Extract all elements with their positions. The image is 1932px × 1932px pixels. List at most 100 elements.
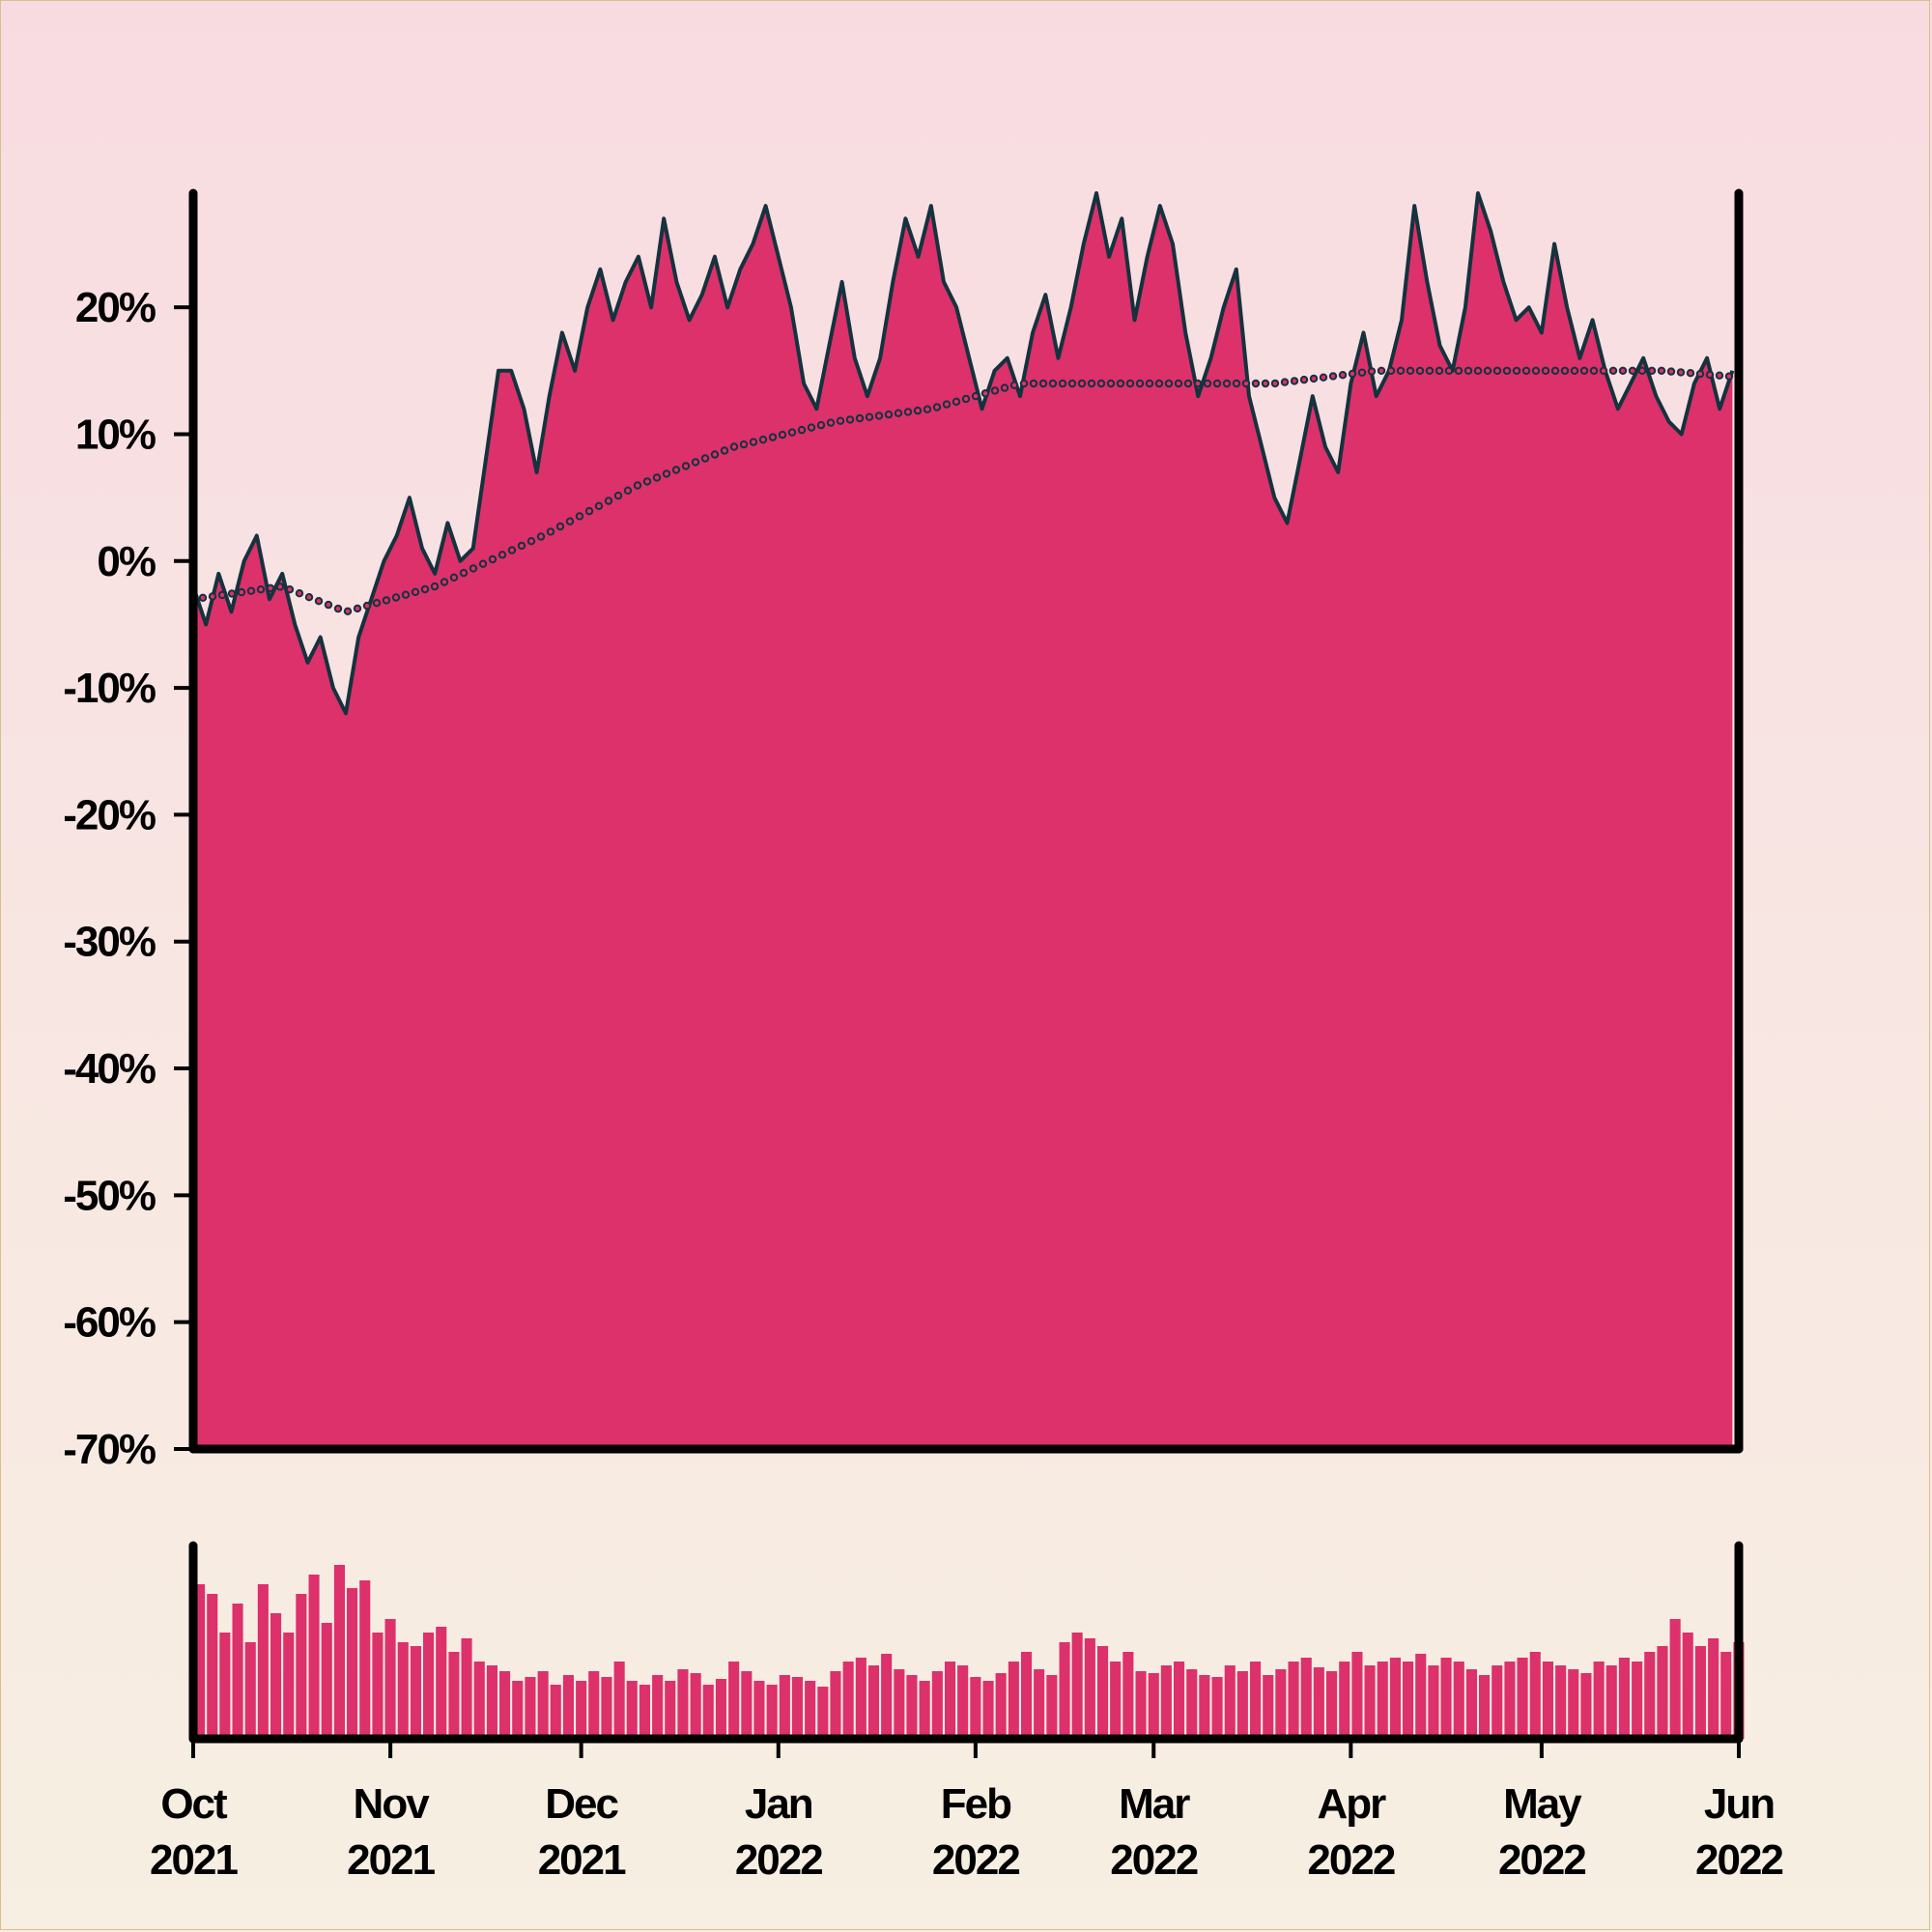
moving-average-dot bbox=[1483, 366, 1492, 375]
moving-average-dot bbox=[797, 425, 807, 435]
moving-average-dot bbox=[382, 596, 391, 605]
volume-bar bbox=[639, 1685, 650, 1739]
volume-bar bbox=[219, 1633, 231, 1739]
x-tick-year: 2021 bbox=[150, 1836, 238, 1884]
volume-bar bbox=[919, 1681, 930, 1739]
volume-bar bbox=[1211, 1677, 1223, 1739]
moving-average-dot bbox=[1290, 377, 1299, 385]
moving-average-dot bbox=[1125, 379, 1135, 388]
moving-average-dot bbox=[459, 568, 469, 578]
moving-average-dot bbox=[1067, 379, 1077, 388]
moving-average-dot bbox=[613, 491, 623, 500]
moving-average-dot bbox=[874, 412, 884, 420]
volume-bar bbox=[410, 1646, 421, 1739]
moving-average-dot bbox=[526, 537, 536, 546]
moving-average-dot bbox=[1261, 379, 1270, 388]
volume-bar bbox=[601, 1677, 612, 1739]
x-tick-year: 2021 bbox=[347, 1836, 435, 1884]
moving-average-dot bbox=[652, 473, 662, 482]
moving-average-dot bbox=[1377, 366, 1386, 375]
moving-average-dot bbox=[807, 423, 816, 432]
moving-average-dot bbox=[295, 589, 304, 598]
volume-bar bbox=[194, 1584, 206, 1739]
x-tick-month: Apr bbox=[1317, 1780, 1386, 1828]
moving-average-dot bbox=[1415, 366, 1425, 375]
moving-average-dot bbox=[980, 389, 990, 398]
moving-average-dot bbox=[1116, 379, 1125, 388]
volume-bar bbox=[1605, 1665, 1617, 1739]
volume-bar bbox=[1326, 1671, 1338, 1739]
moving-average-dot bbox=[1396, 366, 1406, 375]
moving-average-dot bbox=[1164, 379, 1174, 388]
moving-average-dot bbox=[420, 584, 430, 594]
volume-bar bbox=[423, 1633, 435, 1739]
y-tick-label: -40% bbox=[63, 1045, 156, 1093]
volume-bar bbox=[677, 1669, 689, 1739]
moving-average-dot bbox=[1367, 367, 1377, 376]
volume-bar bbox=[1224, 1665, 1236, 1739]
volume-bar bbox=[1529, 1652, 1541, 1739]
volume-bar bbox=[525, 1677, 536, 1739]
moving-average-dot bbox=[729, 442, 739, 451]
moving-average-dot bbox=[826, 418, 836, 427]
volume-bar bbox=[1071, 1633, 1083, 1739]
x-tick-month: Jan bbox=[745, 1780, 812, 1828]
moving-average-dot bbox=[208, 592, 217, 601]
x-tick-year: 2022 bbox=[1695, 1836, 1782, 1884]
moving-average-dot bbox=[942, 400, 952, 409]
moving-average-dot bbox=[1058, 379, 1067, 388]
y-tick-label: -50% bbox=[63, 1172, 156, 1219]
moving-average-dot bbox=[304, 593, 314, 602]
volume-bar bbox=[333, 1565, 345, 1739]
volume-bar bbox=[1021, 1652, 1033, 1739]
moving-average-dot bbox=[1676, 368, 1686, 377]
main-chart-panel: -70% -60% -50% -40% -30% -20% -10% 0% 10% 20% bbox=[63, 188, 1744, 1473]
volume-bar bbox=[1275, 1669, 1287, 1739]
moving-average-dot bbox=[1096, 379, 1106, 388]
moving-average-dot bbox=[1251, 379, 1261, 388]
volume-bar bbox=[384, 1619, 396, 1739]
moving-average-dot bbox=[1348, 369, 1357, 379]
y-tick-label: -60% bbox=[63, 1299, 156, 1347]
x-tick-year: 2022 bbox=[735, 1836, 822, 1884]
moving-average-dot bbox=[1048, 379, 1058, 388]
moving-average-dot bbox=[1328, 372, 1338, 381]
moving-average-dot bbox=[1473, 366, 1483, 375]
x-tick-year: 2022 bbox=[1307, 1836, 1394, 1884]
volume-bar bbox=[1135, 1671, 1147, 1739]
moving-average-dot bbox=[575, 512, 584, 521]
moving-average-dot bbox=[1386, 366, 1396, 375]
moving-average-dot bbox=[990, 386, 1000, 395]
volume-bar bbox=[1580, 1673, 1592, 1739]
volume-bar bbox=[1046, 1675, 1058, 1739]
volume-bar bbox=[359, 1580, 371, 1739]
volume-bar bbox=[1453, 1662, 1464, 1739]
moving-average-dot bbox=[1241, 379, 1251, 388]
moving-average-dot bbox=[1357, 368, 1367, 377]
moving-average-dot bbox=[623, 486, 633, 495]
y-tick-label: -20% bbox=[63, 791, 156, 838]
moving-average-dot bbox=[739, 440, 749, 449]
moving-average-dot bbox=[816, 420, 826, 430]
moving-average-dot bbox=[758, 435, 768, 444]
volume-bar bbox=[257, 1584, 269, 1739]
volume-bar bbox=[1593, 1662, 1605, 1739]
x-tick-month: May bbox=[1503, 1780, 1582, 1828]
volume-bar bbox=[537, 1671, 549, 1739]
moving-average-dot bbox=[1618, 366, 1628, 375]
volume-bar bbox=[1694, 1646, 1706, 1739]
moving-average-dot bbox=[1724, 372, 1734, 381]
volume-bar bbox=[1174, 1662, 1185, 1739]
moving-average-dot bbox=[1560, 366, 1570, 375]
y-tick-label: -10% bbox=[63, 665, 156, 712]
volume-bar bbox=[270, 1613, 282, 1739]
volume-bar bbox=[1492, 1665, 1503, 1739]
moving-average-dot bbox=[266, 583, 275, 592]
moving-average-dot bbox=[546, 527, 555, 536]
moving-average-dot bbox=[488, 554, 497, 564]
moving-average-dot bbox=[845, 415, 855, 424]
moving-average-dot bbox=[923, 405, 932, 413]
volume-bar bbox=[1377, 1662, 1388, 1739]
moving-average-dot bbox=[855, 413, 865, 423]
